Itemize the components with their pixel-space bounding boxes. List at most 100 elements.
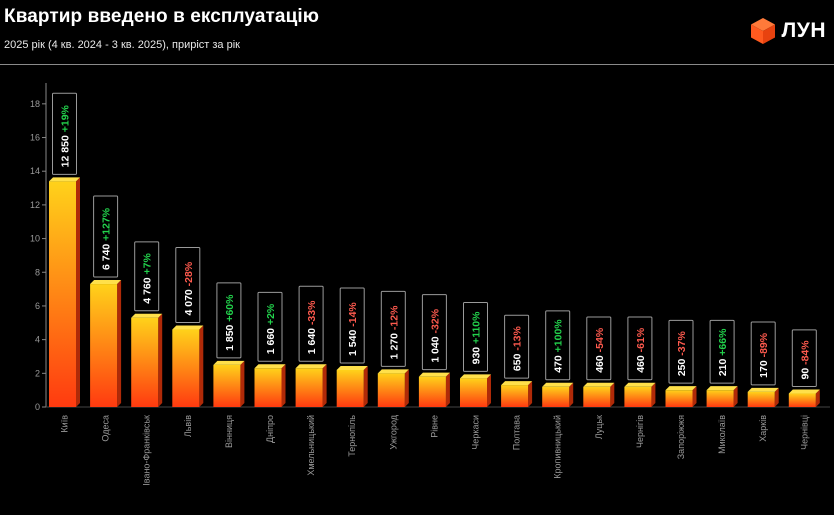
bar-side <box>158 313 163 407</box>
x-tick-label: Харків <box>758 415 768 442</box>
data-label: 650 -13% <box>512 325 524 371</box>
bar <box>583 386 611 407</box>
bar-side <box>445 372 450 407</box>
value-label: 930 <box>471 344 483 364</box>
value-label: 90 <box>799 365 811 380</box>
bar-side <box>404 369 409 407</box>
x-tick-label: Миколаїв <box>717 415 727 454</box>
bar-side <box>363 365 368 407</box>
bar-side <box>199 325 204 407</box>
header-divider <box>0 64 834 65</box>
growth-label: +19% <box>60 104 72 132</box>
x-tick-label: Хмельницький <box>306 415 316 476</box>
bar <box>254 368 282 407</box>
bar-top <box>295 364 327 369</box>
bar-top <box>747 387 779 392</box>
x-tick-label: Запоріжжя <box>676 415 686 459</box>
data-label: 1 850 +60% <box>224 294 236 351</box>
bar-top <box>336 365 368 370</box>
x-tick-label: Черкаси <box>471 415 481 450</box>
data-label-box <box>545 310 571 381</box>
bar-side <box>528 381 533 407</box>
data-label: 1 270 -12% <box>388 305 400 359</box>
bar <box>295 368 323 407</box>
bar-side <box>692 386 697 407</box>
x-tick-label: Вінниця <box>224 415 234 448</box>
bar <box>377 373 405 407</box>
data-label-box <box>750 321 776 386</box>
growth-label: -33% <box>306 300 318 325</box>
data-label: 930 +110% <box>471 311 483 365</box>
bar-side <box>117 280 122 407</box>
data-label-box <box>175 247 201 324</box>
bar-side <box>281 364 286 407</box>
growth-label: -12% <box>388 305 400 330</box>
value-label: 210 <box>717 356 729 376</box>
value-label: 1 660 <box>265 325 277 354</box>
growth-label: +100% <box>553 319 565 353</box>
value-label: 12 850 <box>60 132 72 167</box>
data-label: 460 -54% <box>594 327 606 373</box>
bar-top <box>172 325 204 330</box>
bar-top <box>788 389 820 394</box>
data-label-box <box>421 294 447 371</box>
bar-top <box>542 382 574 387</box>
value-label: 470 <box>553 352 565 372</box>
bar <box>665 390 693 407</box>
y-tick-label: 4 <box>35 335 40 345</box>
data-label-box <box>298 285 324 362</box>
data-label: 1 040 -32% <box>429 308 441 362</box>
bar-side <box>733 386 738 407</box>
x-tick-label: Київ <box>60 415 70 433</box>
x-tick-label: Чернівці <box>799 415 809 450</box>
y-tick-label: 14 <box>30 166 40 176</box>
bar <box>336 369 364 407</box>
growth-label: -54% <box>594 327 606 352</box>
bar <box>418 376 446 407</box>
growth-label: +127% <box>101 207 113 241</box>
bar-side <box>487 374 491 407</box>
bar-top <box>418 372 450 377</box>
growth-label: +60% <box>224 294 236 322</box>
value-label: 4 760 <box>142 275 154 304</box>
data-label-box <box>52 92 77 175</box>
data-label-box <box>791 329 817 388</box>
data-label-box <box>586 316 612 381</box>
bar-side <box>651 382 656 407</box>
y-tick-label: 18 <box>30 99 40 109</box>
value-label: 6 740 <box>101 241 113 270</box>
bar-chart: 0 2 4 6 8 10 12 14 16 18 12 850 +19% Київ 6 740 +127… <box>30 83 830 486</box>
data-label: 90 -84% <box>799 340 811 380</box>
bar-side <box>774 387 779 407</box>
growth-label: -84% <box>799 340 811 365</box>
bar <box>90 284 118 407</box>
x-tick-label: Дніпро <box>265 415 275 443</box>
growth-label: +7% <box>142 253 154 275</box>
bar-top <box>49 177 80 182</box>
bar <box>706 390 734 407</box>
bar-side <box>76 177 80 407</box>
brand-logo: ЛУН <box>750 17 826 45</box>
bar-top <box>583 382 615 387</box>
bar <box>131 317 159 407</box>
value-label: 1 640 <box>306 325 318 354</box>
data-label-box <box>627 316 653 381</box>
value-label: 1 850 <box>224 322 236 351</box>
value-label: 250 <box>676 356 688 376</box>
cube-logo-icon <box>750 18 775 44</box>
y-tick-label: 2 <box>35 368 40 378</box>
bar <box>213 364 241 407</box>
data-label: 470 +100% <box>553 319 565 373</box>
bar-side <box>569 382 574 407</box>
data-label-box <box>668 319 694 384</box>
x-tick-label: Львів <box>183 415 193 437</box>
x-tick-label: Одеса <box>101 415 111 442</box>
data-label-box <box>93 195 119 278</box>
value-label: 4 070 <box>183 286 195 315</box>
value-label: 1 270 <box>388 330 400 359</box>
bar-top <box>131 313 163 318</box>
y-tick-label: 16 <box>30 133 40 143</box>
bar <box>172 329 200 407</box>
bar-side <box>610 382 615 407</box>
value-label: 460 <box>635 352 647 372</box>
